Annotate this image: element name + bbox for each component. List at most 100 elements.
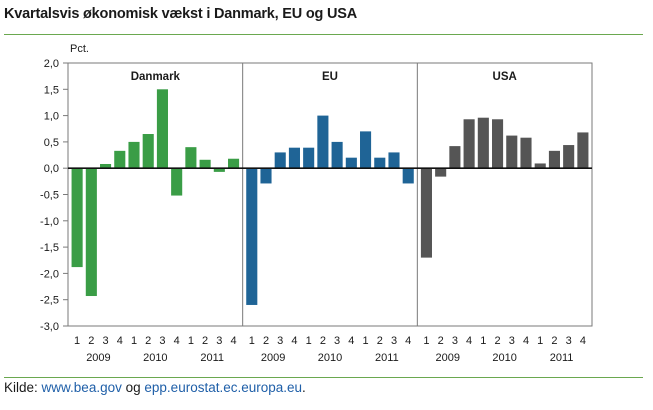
plot-border [67, 62, 593, 327]
x-year-label: 2011 [375, 352, 399, 364]
x-quarter-label: 2 [202, 335, 208, 347]
bar [303, 147, 315, 169]
bar [288, 147, 300, 169]
x-quarter-label: 3 [509, 335, 515, 347]
panel-label: EU [322, 71, 338, 83]
x-quarter-label: 1 [480, 335, 486, 347]
bar [142, 134, 154, 169]
bar [548, 150, 560, 169]
panel-label: USA [493, 71, 517, 83]
x-quarter-label: 3 [277, 335, 283, 347]
x-quarter-label: 4 [405, 335, 411, 347]
y-axis-label: Pct. [70, 43, 89, 55]
x-quarter-label: 2 [551, 335, 557, 347]
bar [100, 163, 112, 169]
x-quarter-label: 1 [249, 335, 255, 347]
x-year-label: 2009 [86, 352, 110, 364]
x-quarter-label: 1 [306, 335, 312, 347]
bar [577, 132, 589, 169]
x-quarter-label: 4 [230, 335, 236, 347]
x-quarter-label: 2 [494, 335, 500, 347]
x-quarter-label: 2 [145, 335, 151, 347]
bar [185, 147, 197, 169]
source-link-bea[interactable]: www.bea.gov [41, 380, 122, 395]
x-quarter-label: 2 [320, 335, 326, 347]
source-period: . [302, 380, 306, 395]
x-quarter-label: 3 [216, 335, 222, 347]
x-quarter-label: 1 [188, 335, 194, 347]
bar [199, 159, 211, 169]
x-quarter-label: 1 [74, 335, 80, 347]
y-tick-label: 1,0 [44, 111, 59, 123]
bar [228, 158, 240, 169]
x-quarter-label: 4 [348, 335, 354, 347]
x-quarter-label: 3 [102, 335, 108, 347]
x-year-label: 2010 [143, 352, 167, 364]
bar [360, 131, 372, 169]
x-year-label: 2009 [261, 352, 285, 364]
x-quarter-label: 4 [523, 335, 529, 347]
bars-layer [71, 89, 589, 305]
x-quarter-label: 1 [362, 335, 368, 347]
y-tick-label: 1,5 [44, 84, 59, 96]
x-quarter-label: 1 [423, 335, 429, 347]
x-year-label: 2010 [318, 352, 342, 364]
x-quarter-label: 3 [391, 335, 397, 347]
source-link-eurostat[interactable]: epp.eurostat.ec.europa.eu [144, 380, 303, 395]
bar [449, 146, 461, 169]
x-quarter-label: 2 [88, 335, 94, 347]
bar [477, 117, 489, 169]
bar [435, 168, 447, 177]
text-layer: 2,0 1,5 1,0 0,5 0,0 -0,5 -1,0 -1,5 -2,0 -2,5 -3,0 P… [40, 43, 586, 364]
x-quarter-label: 1 [537, 335, 543, 347]
bar [260, 168, 272, 184]
bar [520, 137, 532, 169]
y-tick-label: -0,5 [40, 190, 59, 202]
x-quarter-label: 2 [377, 335, 383, 347]
bar [374, 157, 386, 169]
source-conjunction: og [125, 380, 141, 395]
x-quarter-label: 3 [566, 335, 572, 347]
x-quarter-label: 4 [291, 335, 297, 347]
y-tick-label: -2,5 [40, 295, 59, 307]
bar [71, 168, 83, 268]
chart-title: Kvartalsvis økonomisk vækst i Danmark, E… [4, 6, 358, 22]
x-quarter-label: 4 [580, 335, 586, 347]
bar [420, 168, 432, 258]
x-quarter-label: 4 [117, 335, 123, 347]
bar [506, 135, 518, 169]
y-tick-label: 2,0 [44, 58, 59, 70]
bar [274, 152, 286, 169]
title-divider [4, 34, 643, 35]
plot-frame [63, 62, 593, 327]
x-quarter-label: 4 [466, 335, 472, 347]
bar [534, 163, 546, 169]
x-quarter-label: 1 [131, 335, 137, 347]
y-tick-label: -2,0 [40, 268, 59, 280]
y-tick-label: -1,0 [40, 216, 59, 228]
bar [492, 119, 504, 169]
x-quarter-label: 2 [263, 335, 269, 347]
x-year-label: 2009 [436, 352, 460, 364]
bar [563, 145, 575, 169]
bar [114, 150, 126, 169]
bar [85, 168, 97, 297]
bar [331, 141, 343, 169]
bar [345, 157, 357, 169]
x-year-label: 2011 [550, 352, 574, 364]
source-divider [4, 377, 643, 378]
bar [246, 168, 258, 305]
panel-label: Danmark [131, 71, 181, 83]
source-label: Kilde: [4, 380, 38, 395]
bar [156, 89, 168, 169]
y-tick-label: -3,0 [40, 321, 59, 333]
x-quarter-label: 2 [438, 335, 444, 347]
bar [402, 168, 414, 184]
x-quarter-label: 4 [174, 335, 180, 347]
y-tick-label: 0,0 [44, 163, 59, 175]
x-quarter-label: 3 [452, 335, 458, 347]
x-quarter-label: 3 [159, 335, 165, 347]
x-quarter-label: 3 [334, 335, 340, 347]
bar [128, 141, 140, 169]
x-year-label: 2011 [200, 352, 224, 364]
